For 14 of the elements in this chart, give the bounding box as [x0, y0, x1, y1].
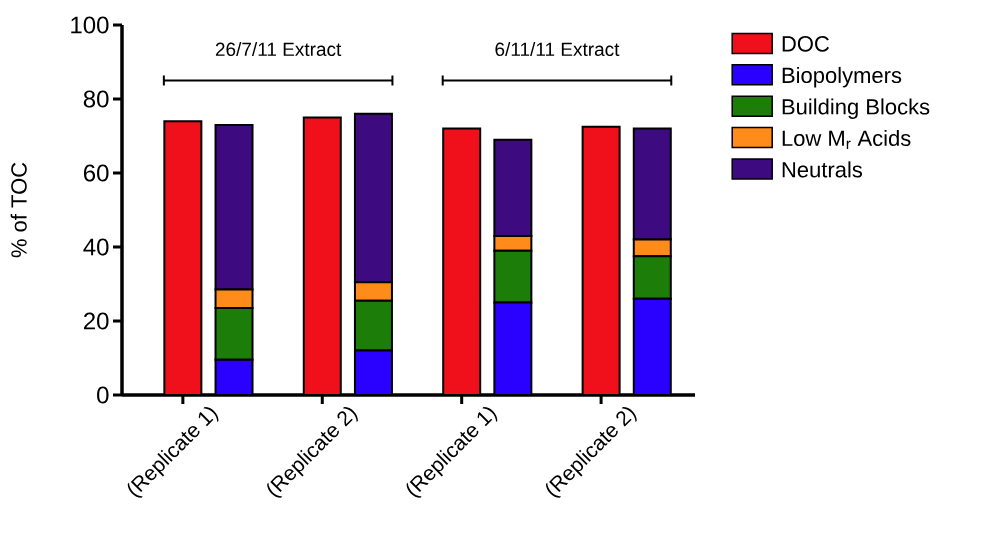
legend-label: Building Blocks	[782, 98, 930, 119]
legend-label: Low M$_{r}$ Acids	[782, 129, 911, 149]
legend-label: DOC	[782, 36, 829, 52]
y-tick-label: 20	[83, 312, 109, 330]
y-tick-label: 0	[97, 386, 109, 404]
annotation: 26/7/11 Extract	[215, 42, 342, 57]
y-tick-label: 60	[83, 164, 109, 182]
legend-label: Biopolymers	[782, 66, 902, 88]
y-tick-label: 100	[71, 16, 109, 34]
y-tick-label: 80	[83, 90, 109, 108]
legend-label: Neutrals	[782, 161, 863, 178]
y-axis-title: % of TOC	[10, 162, 27, 258]
annotation: 6/11/11 Extract	[495, 42, 620, 57]
y-tick-label: 40	[83, 238, 109, 256]
